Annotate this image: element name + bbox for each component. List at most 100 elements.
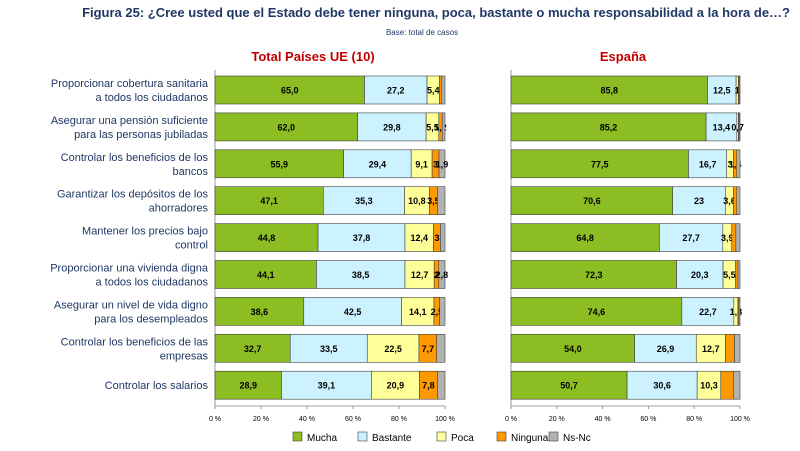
bar-segment-mucha xyxy=(510,370,628,400)
data-label: 44,8 xyxy=(258,233,276,243)
bar-segment-poca xyxy=(404,186,430,215)
data-label: 12,4 xyxy=(410,233,428,243)
x-tick-label: 80 % xyxy=(686,416,702,423)
bar-segment-mucha xyxy=(510,112,707,142)
category-label-0: Proporcionar cobertura sanitaria a todos … xyxy=(51,78,209,104)
data-label: 2 xyxy=(434,270,439,280)
bar-segment-bastante xyxy=(705,112,738,142)
data-label: 3,5 xyxy=(427,196,440,206)
data-label: 12,7 xyxy=(411,270,429,280)
x-tick-label: 0 % xyxy=(505,416,517,423)
bar-segment-bastante xyxy=(364,75,428,105)
data-label: 5,4 xyxy=(427,86,440,96)
data-label: 54,0 xyxy=(564,344,582,354)
bar-segment-ns-nc xyxy=(441,75,446,105)
legend-swatch-mucha xyxy=(292,431,303,442)
legend-label: Mucha xyxy=(307,433,337,444)
bar-segment-mucha xyxy=(214,112,358,142)
bar-segment-ninguna xyxy=(720,370,734,400)
data-label: 85,2 xyxy=(600,122,618,132)
data-label: 1,9 xyxy=(436,159,449,169)
legend-label: Poca xyxy=(451,433,474,444)
category-label-2: Controlar los beneficios de los bancos xyxy=(61,152,209,178)
bar-segment-ninguna xyxy=(735,260,739,289)
data-label: 32,7 xyxy=(244,344,262,354)
bar-segment-bastante xyxy=(281,370,372,400)
bar-segment-mucha xyxy=(510,333,635,363)
category-label-8: Controlar los salarios xyxy=(105,380,209,392)
bar-segment-mucha xyxy=(214,370,282,400)
data-label: 10,8 xyxy=(408,196,426,206)
data-label: 33,5 xyxy=(320,344,338,354)
data-label: 44,1 xyxy=(257,270,275,280)
x-tick-label: 40 % xyxy=(595,416,611,423)
data-label: 28,9 xyxy=(239,381,257,391)
data-label: 74,6 xyxy=(588,307,606,317)
data-label: 38,5 xyxy=(352,270,370,280)
bar-segment-bastante xyxy=(688,149,728,179)
bar-segment-poca xyxy=(404,260,435,289)
bar-segment-bastante xyxy=(357,112,427,142)
data-label: 26,9 xyxy=(657,344,675,354)
bar-segment-ns-nc xyxy=(738,297,741,326)
data-label: 3,9 xyxy=(721,233,734,243)
bar-segment-ns-nc xyxy=(439,297,446,326)
bar-segment-mucha xyxy=(214,297,305,326)
bar-segment-mucha xyxy=(214,186,324,215)
bar-segment-bastante xyxy=(316,260,406,289)
x-tick-label: 60 % xyxy=(640,416,656,423)
data-label: 14,1 xyxy=(409,307,427,317)
bar-segment-ninguna xyxy=(733,186,738,215)
data-label: 50,7 xyxy=(560,381,578,391)
bar-segment-bastante xyxy=(681,297,735,326)
x-tick-label: 100 % xyxy=(730,416,750,423)
bar-segment-mucha xyxy=(510,223,660,252)
data-label: 23 xyxy=(694,196,704,206)
data-label: 5,5 xyxy=(426,122,439,132)
data-label: 70,6 xyxy=(583,196,601,206)
bar-segment-ns-nc xyxy=(733,370,741,400)
legend-swatch-ns-nc xyxy=(548,431,559,442)
legend-swatch-bastante xyxy=(357,431,368,442)
bar-segment-bastante xyxy=(626,370,698,400)
bar-segment-mucha xyxy=(214,223,319,252)
data-label: 64,8 xyxy=(576,233,594,243)
data-label: 29,8 xyxy=(383,122,401,132)
bar-segment-ns-nc xyxy=(437,370,446,400)
chart-title: Figura 25: ¿Cree usted que el Estado deb… xyxy=(82,5,790,20)
data-label: 1,2 xyxy=(434,122,447,132)
x-tick-label: 100 % xyxy=(435,416,455,423)
panel-1: 0 % 20 % 40 % 60 % 80 % 100 % 85,8 12,5 1 85,2 13,… xyxy=(505,70,750,423)
panel-title-espana: España xyxy=(600,49,647,64)
data-label: 72,3 xyxy=(585,270,603,280)
x-tick-label: 0 % xyxy=(209,416,221,423)
bar-segment-mucha xyxy=(510,260,677,289)
bar-segment-mucha xyxy=(510,297,683,326)
data-label: 47,1 xyxy=(260,196,278,206)
bar-segment-mucha xyxy=(214,260,317,289)
bar-segment-ns-nc xyxy=(735,223,741,252)
data-label: 12,5 xyxy=(713,86,731,96)
x-tick-label: 20 % xyxy=(253,416,269,423)
bar-segment-ns-nc xyxy=(737,260,741,289)
data-label: 3 xyxy=(434,233,439,243)
category-label-4: Mantener los precios bajo control xyxy=(82,226,208,252)
bar-segment-bastante xyxy=(343,149,412,179)
category-label-5: Proporcionar una vivienda digna a todos l… xyxy=(50,263,209,289)
x-tick-label: 40 % xyxy=(299,416,315,423)
data-label: 77,5 xyxy=(591,159,609,169)
data-label: 22,5 xyxy=(384,344,402,354)
data-label: 62,0 xyxy=(278,122,296,132)
chart-legend: Mucha Bastante Poca Ninguna Ns-Nc xyxy=(292,431,591,444)
bar-segment-ns-nc xyxy=(736,186,741,215)
data-label: 16,7 xyxy=(699,159,717,169)
category-label-7: Controlar los beneficios de las empresas xyxy=(61,336,209,362)
data-label: 38,6 xyxy=(251,307,269,317)
legend-swatch-poca xyxy=(436,431,447,442)
data-label: 1,4 xyxy=(729,159,742,169)
data-label: 3 xyxy=(728,159,733,169)
panel-title-total-ue: Total Países UE (10) xyxy=(251,49,374,64)
data-label: 20,9 xyxy=(387,381,405,391)
data-label: 0,7 xyxy=(731,122,744,132)
